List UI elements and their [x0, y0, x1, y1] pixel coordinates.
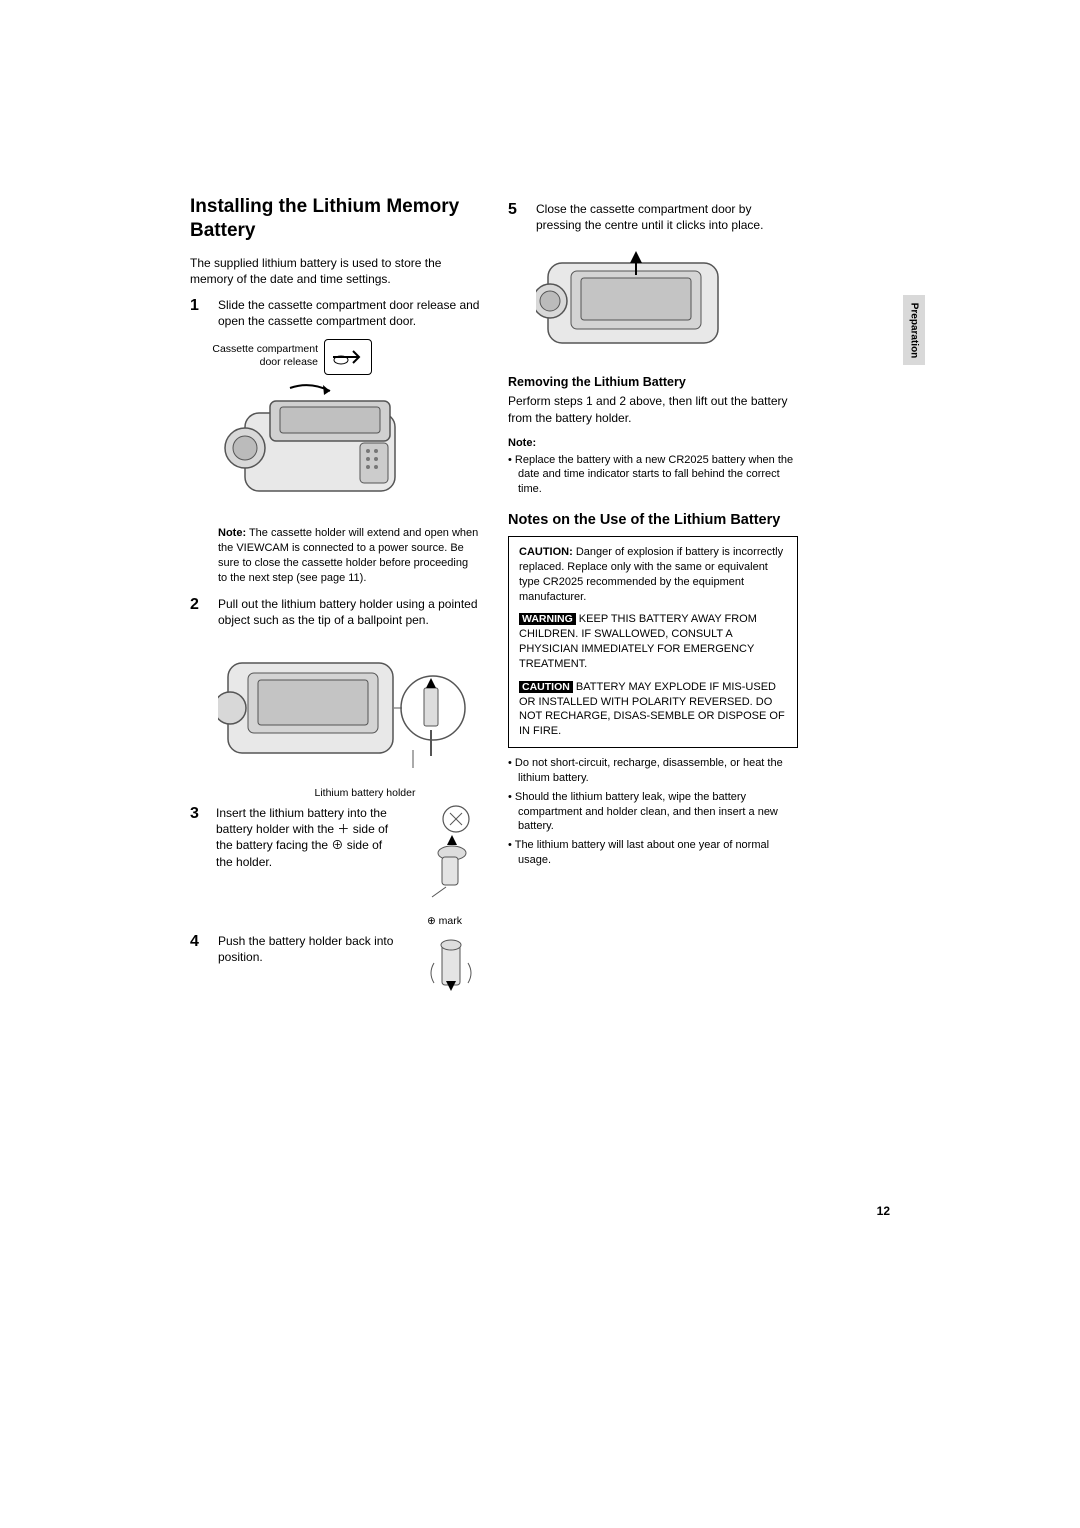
page-number: 12	[877, 1204, 890, 1218]
step-number: 5	[508, 201, 524, 233]
step-number: 4	[190, 933, 206, 951]
removing-heading: Removing the Lithium Battery	[508, 375, 798, 389]
camcorder-illustration-2	[218, 638, 480, 783]
battery-push-illustration	[424, 933, 480, 1008]
bullet-item: The lithium battery will last about one …	[508, 838, 798, 868]
removing-text: Perform steps 1 and 2 above, then lift o…	[508, 393, 798, 425]
step-2: 2 Pull out the lithium battery holder us…	[190, 596, 480, 628]
step-text: Pull out the lithium battery holder usin…	[218, 596, 480, 628]
left-column: Installing the Lithium Memory Battery Th…	[190, 195, 480, 1018]
section-tab-label: Preparation	[909, 302, 920, 358]
bullet-item: Should the lithium battery leak, wipe th…	[508, 790, 798, 835]
step-text: Push the battery holder back into positi…	[218, 933, 412, 965]
intro-text: The supplied lithium battery is used to …	[190, 255, 480, 287]
note-text: The cassette holder will extend and open…	[218, 527, 478, 584]
page-content: Installing the Lithium Memory Battery Th…	[0, 0, 1080, 1078]
step1-figures: Cassette compartment door release	[208, 339, 480, 375]
step-5: 5 Close the cassette compartment door by…	[508, 201, 798, 233]
step1-note: Note: The cassette holder will extend an…	[218, 526, 480, 585]
step-number: 2	[190, 596, 206, 628]
caution-1: CAUTION: Danger of explosion if battery …	[519, 545, 787, 604]
section-tab: Preparation	[903, 295, 925, 365]
step-text: Slide the cassette compartment door rele…	[218, 297, 480, 329]
notes-heading: Notes on the Use of the Lithium Battery	[508, 511, 798, 530]
caution-2: CAUTION BATTERY MAY EXPLODE IF MIS-USED …	[519, 680, 787, 739]
step-text: Insert the lithium battery into the batt…	[216, 805, 402, 870]
bullet-list: Do not short-circuit, recharge, disassem…	[508, 756, 798, 868]
camcorder-illustration-1	[220, 383, 480, 518]
release-icon	[324, 339, 372, 375]
note-item: Replace the battery with a new CR2025 ba…	[508, 453, 798, 498]
caution-label: CAUTION:	[519, 546, 573, 558]
caution-box: CAUTION: Danger of explosion if battery …	[508, 536, 798, 748]
battery-insert-illustration	[412, 805, 480, 905]
main-heading: Installing the Lithium Memory Battery	[190, 195, 480, 243]
right-column: 5 Close the cassette compartment door by…	[508, 195, 798, 1018]
camcorder-illustration-3	[536, 243, 798, 363]
warning-label: WARNING	[519, 613, 576, 625]
figure-caption: Lithium battery holder	[250, 787, 480, 799]
warning: WARNING KEEP THIS BATTERY AWAY FROM CHIL…	[519, 612, 787, 671]
figure-caption: ⊕ mark	[190, 915, 480, 927]
step-number: 1	[190, 297, 206, 329]
note-prefix: Note:	[218, 527, 246, 539]
bullet-item: Do not short-circuit, recharge, disassem…	[508, 756, 798, 786]
step-text: Close the cassette compartment door by p…	[536, 201, 798, 233]
note-label: Note:	[508, 436, 798, 451]
step-number: 3	[190, 805, 206, 823]
step-4: 4 Push the battery holder back into posi…	[190, 933, 480, 1008]
step-3: 3 Insert the lithium battery into the ba…	[190, 805, 480, 905]
caution-label: CAUTION	[519, 681, 573, 693]
step-1: 1 Slide the cassette compartment door re…	[190, 297, 480, 329]
figure-label: Cassette compartment door release	[208, 339, 318, 368]
note-list: Replace the battery with a new CR2025 ba…	[508, 453, 798, 498]
